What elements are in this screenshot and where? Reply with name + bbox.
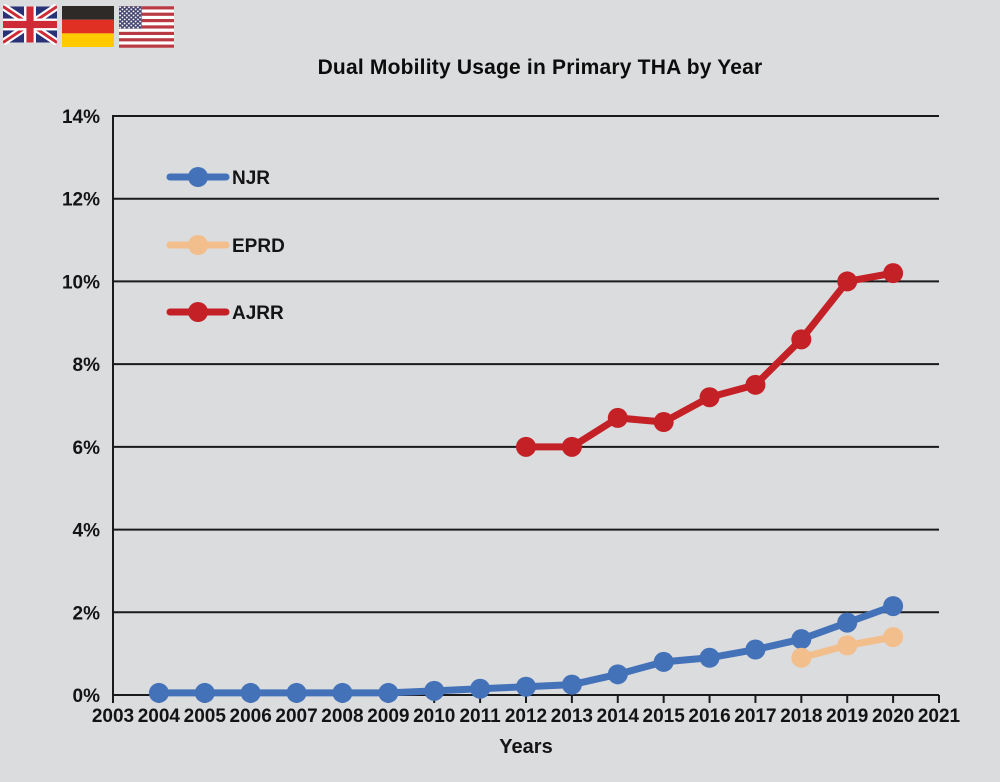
x-tick-label: 2012: [505, 706, 547, 727]
y-tick-label: 12%: [62, 190, 100, 211]
legend-label-EPRD: EPRD: [232, 236, 285, 257]
x-tick-label: 2008: [321, 706, 363, 727]
x-tick-label: 2011: [459, 706, 501, 727]
data-point-EPRD-2020: [883, 627, 904, 648]
x-tick-label: 2020: [872, 706, 914, 727]
data-point-NJR-2007: [286, 682, 307, 703]
data-point-NJR-2010: [424, 680, 445, 701]
legend-item-NJR: NJR: [166, 167, 270, 189]
y-tick-label: 0%: [73, 686, 101, 707]
y-tick-label: 2%: [73, 603, 101, 624]
x-tick-label: 2021: [918, 706, 961, 727]
series-AJRR: [516, 263, 904, 457]
data-point-NJR-2019: [837, 612, 858, 633]
chart-title: Dual Mobility Usage in Primary THA by Ye…: [317, 56, 763, 79]
y-tick-label: 10%: [62, 272, 100, 293]
y-tick-label: 6%: [73, 438, 101, 459]
data-point-NJR-2016: [699, 647, 720, 668]
data-point-AJRR-2016: [699, 387, 720, 408]
x-tick-label: 2016: [688, 706, 730, 727]
data-point-AJRR-2020: [883, 263, 904, 284]
data-point-NJR-2012: [516, 676, 536, 697]
x-tick-label: 2013: [551, 706, 593, 727]
usa-flag: [119, 6, 174, 48]
x-tick-label: 2003: [92, 706, 134, 727]
y-tick-label: 14%: [62, 107, 100, 128]
y-tick-label: 4%: [73, 521, 101, 542]
data-point-AJRR-2013: [561, 436, 582, 457]
legend-label-AJRR: AJRR: [232, 303, 284, 324]
data-point-NJR-2014: [607, 664, 628, 685]
data-point-NJR-2018: [791, 629, 812, 650]
series-NJR: [148, 596, 904, 703]
x-tick-label: 2009: [367, 706, 409, 727]
x-tick-label: 2014: [597, 706, 640, 727]
registry-flags: [3, 4, 174, 48]
legend-marker-NJR: [188, 167, 208, 187]
data-point-NJR-2004: [148, 682, 169, 703]
data-point-AJRR-2014: [607, 407, 628, 428]
data-point-AJRR-2017: [745, 374, 766, 395]
x-tick-label: 2005: [184, 706, 227, 727]
legend-item-AJRR: AJRR: [166, 302, 284, 324]
y-tick-label: 8%: [73, 355, 101, 376]
data-point-AJRR-2015: [653, 412, 674, 433]
data-point-NJR-2011: [470, 678, 491, 699]
x-tick-label: 2007: [275, 706, 317, 727]
x-axis-label: Years: [499, 736, 552, 758]
data-point-AJRR-2012: [516, 436, 536, 457]
data-point-NJR-2017: [745, 639, 766, 660]
uk-flag: [3, 4, 57, 45]
x-tick-label: 2017: [734, 706, 776, 727]
series-line-AJRR: [522, 269, 897, 451]
data-point-NJR-2020: [883, 596, 904, 617]
x-tick-label: 2010: [413, 706, 455, 727]
data-point-NJR-2008: [332, 682, 353, 703]
x-tick-label: 2006: [230, 706, 272, 727]
data-point-NJR-2009: [378, 682, 399, 703]
legend-marker-EPRD: [188, 235, 208, 255]
data-point-AJRR-2018: [791, 329, 812, 350]
germany-flag: [62, 6, 114, 47]
x-tick-label: 2018: [780, 706, 822, 727]
series-EPRD: [791, 627, 904, 668]
x-tick-label: 2015: [643, 706, 686, 727]
data-point-EPRD-2019: [837, 635, 858, 656]
data-point-EPRD-2018: [791, 647, 812, 668]
x-tick-label: 2019: [826, 706, 868, 727]
legend-marker-AJRR: [188, 302, 208, 322]
data-point-AJRR-2019: [837, 271, 858, 292]
data-point-NJR-2006: [240, 682, 261, 703]
legend-label-NJR: NJR: [232, 168, 270, 189]
data-point-NJR-2015: [653, 651, 674, 672]
data-point-NJR-2005: [194, 682, 215, 703]
data-point-NJR-2013: [561, 674, 582, 695]
legend-item-EPRD: EPRD: [166, 235, 285, 257]
x-tick-label: 2004: [138, 706, 181, 727]
